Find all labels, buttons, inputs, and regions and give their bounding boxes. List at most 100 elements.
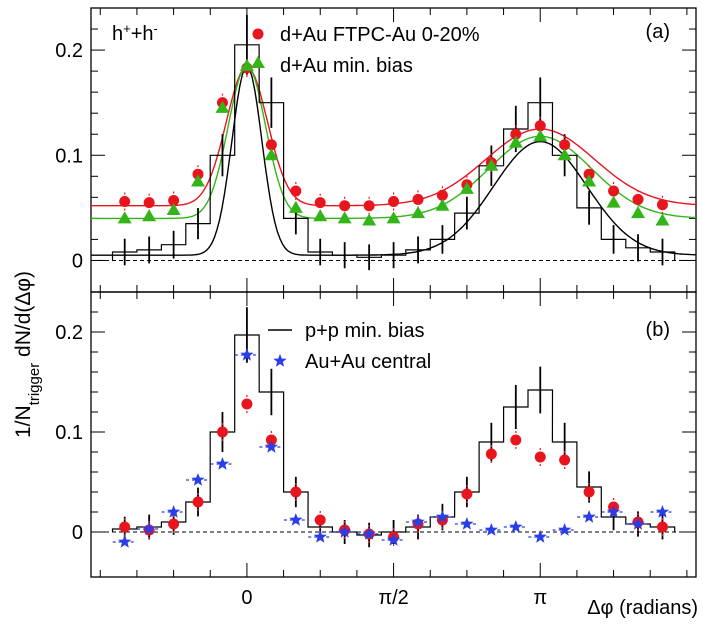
panel-a-axes: 0 0.1 0.2 bbox=[55, 7, 696, 292]
dau-minbias-point bbox=[557, 148, 572, 161]
dau-central-point bbox=[290, 185, 302, 197]
dau-minbias-point bbox=[533, 129, 548, 142]
dau-minbias-point bbox=[239, 58, 254, 71]
panel-b: 0 0.1 0.2 (b) p+p min. bias Au+Au central bbox=[55, 291, 697, 578]
legend-triangle-marker bbox=[251, 56, 265, 68]
dau-central-point bbox=[168, 194, 180, 206]
auau-point bbox=[582, 510, 596, 523]
auau-point bbox=[411, 515, 425, 528]
dau-central-point bbox=[632, 193, 644, 205]
dau-central-point bbox=[363, 200, 375, 212]
y-tick-label: 0.1 bbox=[55, 145, 83, 167]
dau-central-point bbox=[119, 521, 131, 533]
dau-central-point bbox=[608, 185, 620, 197]
dau-central-point bbox=[339, 200, 351, 212]
dau-central-point bbox=[314, 197, 326, 209]
auau-point bbox=[118, 535, 132, 548]
auau-point bbox=[606, 505, 621, 518]
panel-a-histogram bbox=[111, 14, 676, 271]
dau-minbias-point bbox=[288, 200, 303, 213]
auau-point bbox=[338, 525, 352, 538]
auau-point bbox=[191, 473, 205, 486]
x-tick-label: 0 bbox=[241, 587, 252, 609]
auau-point bbox=[215, 457, 230, 470]
dau-central-point bbox=[388, 196, 400, 208]
auau-point bbox=[313, 530, 327, 543]
auau-point bbox=[142, 522, 156, 535]
legend-entry-pp: p+p min. bias bbox=[305, 320, 425, 342]
auau-point bbox=[509, 520, 523, 533]
y-axis-label: 1/Ntrigger dN/d(Δφ) bbox=[12, 271, 43, 438]
dau-minbias-point bbox=[411, 206, 426, 219]
dau-central-point bbox=[192, 496, 204, 508]
dau-minbias-point bbox=[435, 198, 450, 211]
dau-central-point bbox=[510, 128, 522, 140]
auau-point bbox=[558, 523, 572, 536]
x-tick-label: π/2 bbox=[378, 587, 408, 609]
legend-entry-auau: Au+Au central bbox=[305, 351, 431, 373]
dau-central-point bbox=[656, 199, 668, 211]
panel-a-label: (a) bbox=[646, 21, 670, 43]
dau-minbias-point bbox=[166, 202, 181, 215]
x-tick-label: π bbox=[533, 587, 547, 609]
dau-central-point bbox=[436, 189, 448, 201]
panel-a-markers bbox=[117, 58, 670, 226]
dau-central-point bbox=[412, 193, 424, 205]
panel-a: 0 0.1 0.2 (a) h++h- d+Au FTPC-Au 0-20% d+A… bbox=[55, 7, 697, 293]
x-tick-labels: 0 π/2 π bbox=[241, 587, 547, 609]
dau-central-point bbox=[656, 521, 668, 533]
y-tick-label: 0 bbox=[72, 522, 83, 544]
dau-central-point bbox=[534, 451, 546, 463]
legend-entry-dau-minbias: d+Au min. bias bbox=[280, 55, 413, 77]
dau-minbias-point bbox=[508, 135, 523, 148]
dau-central-point bbox=[143, 197, 155, 209]
legend-b: p+p min. bias Au+Au central bbox=[268, 320, 431, 373]
dau-minbias-point bbox=[606, 195, 621, 208]
auau-point bbox=[484, 523, 498, 536]
dau-minbias-point bbox=[313, 209, 328, 222]
legend-entry-dau-central: d+Au FTPC-Au 0-20% bbox=[280, 24, 480, 46]
dau-minbias-point bbox=[582, 174, 597, 187]
dau-central-point bbox=[559, 139, 571, 151]
dau-central-point bbox=[265, 139, 277, 151]
y-tick-label: 0 bbox=[72, 250, 83, 272]
dau-central-point bbox=[461, 488, 473, 500]
dau-central-point bbox=[290, 486, 302, 498]
legend-circle-marker bbox=[252, 28, 264, 40]
dau-minbias-point bbox=[484, 158, 499, 171]
legend-star-marker bbox=[273, 354, 287, 367]
auau-point bbox=[435, 510, 450, 523]
dau-central-point bbox=[314, 514, 326, 526]
dau-central-point bbox=[510, 434, 522, 446]
dau-minbias-point bbox=[337, 211, 352, 224]
dau-minbias-point bbox=[386, 211, 401, 224]
auau-point bbox=[289, 513, 303, 526]
dau-central-point bbox=[559, 454, 571, 466]
dau-central-point bbox=[265, 434, 277, 446]
dau-minbias-point bbox=[362, 213, 377, 226]
dau-central-point bbox=[583, 168, 595, 180]
dau-central-point bbox=[216, 426, 228, 438]
dau-minbias-point bbox=[264, 148, 279, 161]
auau-point bbox=[655, 505, 670, 518]
dau-minbias-point bbox=[655, 213, 670, 226]
dau-central-point bbox=[119, 196, 131, 208]
dau-minbias-point bbox=[117, 211, 132, 224]
y-tick-label: 0.2 bbox=[55, 322, 83, 344]
auau-point bbox=[460, 517, 474, 530]
auau-point bbox=[167, 505, 181, 518]
dau-central-point bbox=[241, 398, 253, 410]
y-tick-label: 0.2 bbox=[55, 40, 83, 62]
dau-central-point bbox=[534, 120, 546, 132]
y-tick-label: 0.1 bbox=[55, 422, 83, 444]
auau-point bbox=[631, 517, 645, 530]
legend-a: d+Au FTPC-Au 0-20% d+Au min. bias bbox=[251, 24, 480, 77]
auau-point bbox=[362, 527, 376, 540]
dau-minbias-point bbox=[142, 209, 157, 222]
auau-point bbox=[386, 533, 401, 546]
dau-central-point bbox=[168, 518, 180, 530]
x-axis-label: Δφ (radians) bbox=[587, 597, 698, 619]
dau-central-point bbox=[485, 448, 497, 460]
